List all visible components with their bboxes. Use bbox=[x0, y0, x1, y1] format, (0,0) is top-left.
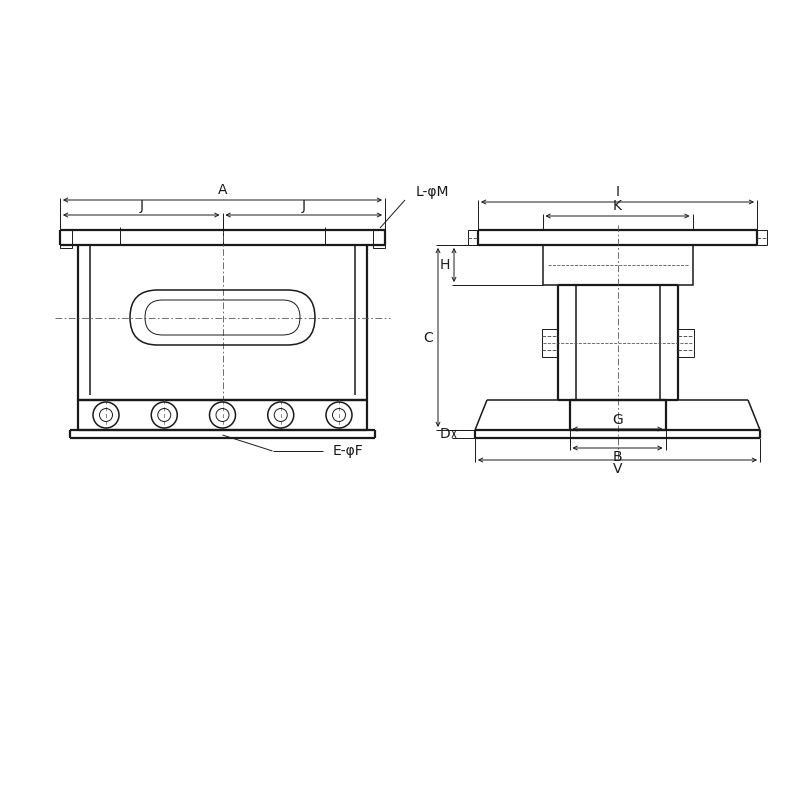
Text: L-φM: L-φM bbox=[415, 185, 449, 199]
Text: I: I bbox=[615, 185, 619, 199]
Text: J: J bbox=[139, 199, 143, 213]
Text: E-φF: E-φF bbox=[332, 444, 363, 458]
Bar bbox=[60, 230, 72, 248]
Bar bbox=[373, 230, 385, 248]
Text: D: D bbox=[440, 427, 450, 441]
Text: V: V bbox=[613, 462, 622, 476]
Bar bbox=[757, 230, 767, 245]
Bar bbox=[468, 230, 478, 245]
Bar bbox=[542, 329, 558, 357]
Text: B: B bbox=[613, 450, 622, 464]
Text: K: K bbox=[613, 199, 622, 213]
Bar bbox=[678, 329, 694, 357]
Text: C: C bbox=[423, 330, 433, 345]
Bar bbox=[542, 245, 693, 285]
Text: G: G bbox=[612, 413, 623, 427]
Text: H: H bbox=[440, 258, 450, 272]
Text: J: J bbox=[302, 199, 306, 213]
Text: A: A bbox=[218, 183, 227, 197]
